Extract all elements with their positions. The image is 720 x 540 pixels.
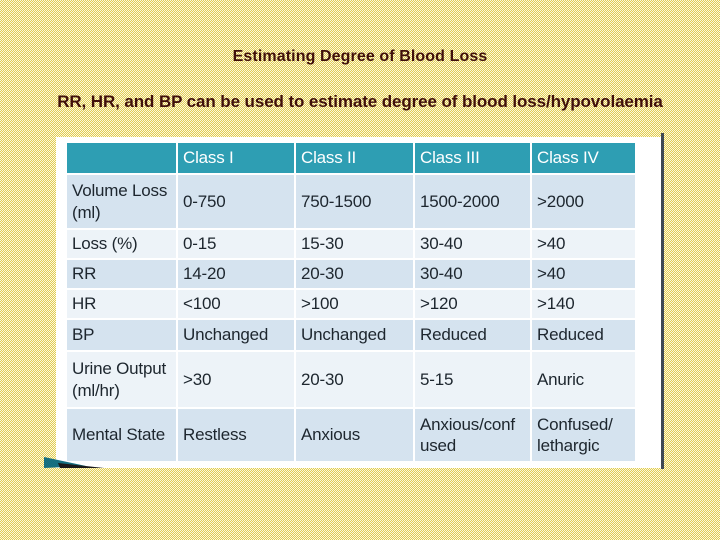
table-cell: Anxious/conf used	[415, 409, 530, 461]
table-cell: 0-15	[178, 230, 294, 258]
table-cell: >40	[532, 260, 635, 288]
row-label-urine-output: Urine Output (ml/hr)	[67, 352, 176, 407]
table-cell: Anuric	[532, 352, 635, 407]
table-cell: >140	[532, 290, 635, 318]
table-cell: >2000	[532, 175, 635, 228]
table-cell: 0-750	[178, 175, 294, 228]
table-cell: Reduced	[415, 320, 530, 350]
row-label-hr: HR	[67, 290, 176, 318]
row-label-loss-percent: Loss (%)	[67, 230, 176, 258]
column-header-class-1: Class I	[178, 143, 294, 173]
table-cell: >40	[532, 230, 635, 258]
table-cell: 5-15	[415, 352, 530, 407]
row-label-volume-loss: Volume Loss (ml)	[67, 175, 176, 228]
table-cell: 30-40	[415, 260, 530, 288]
right-accent-line	[661, 133, 664, 469]
table-cell: 15-30	[296, 230, 413, 258]
table-cell: Unchanged	[296, 320, 413, 350]
content-panel: Class I Class II Class III Class IV Volu…	[56, 137, 661, 468]
blood-loss-table: Class I Class II Class III Class IV Volu…	[67, 143, 635, 461]
row-label-rr: RR	[67, 260, 176, 288]
corner-swoosh-icon	[44, 457, 104, 468]
table-cell: 1500-2000	[415, 175, 530, 228]
table-cell: 30-40	[415, 230, 530, 258]
table-cell: Anxious	[296, 409, 413, 461]
column-header-class-3: Class III	[415, 143, 530, 173]
table-cell: Reduced	[532, 320, 635, 350]
row-label-bp: BP	[67, 320, 176, 350]
table-cell: >120	[415, 290, 530, 318]
table-cell: Restless	[178, 409, 294, 461]
slide-title: Estimating Degree of Blood Loss	[232, 48, 488, 65]
table-cell: >100	[296, 290, 413, 318]
table-cell: Confused/ lethargic	[532, 409, 635, 461]
column-header-class-2: Class II	[296, 143, 413, 173]
table-cell: <100	[178, 290, 294, 318]
row-label-mental-state: Mental State	[67, 409, 176, 461]
table-cell: 20-30	[296, 260, 413, 288]
table-cell: Unchanged	[178, 320, 294, 350]
column-header-class-4: Class IV	[532, 143, 635, 173]
table-cell: 750-1500	[296, 175, 413, 228]
table-cell: 20-30	[296, 352, 413, 407]
slide-subtitle: RR, HR, and BP can be used to estimate d…	[57, 92, 663, 111]
table-cell: >30	[178, 352, 294, 407]
table-cell: 14-20	[178, 260, 294, 288]
column-header-empty	[67, 143, 176, 173]
